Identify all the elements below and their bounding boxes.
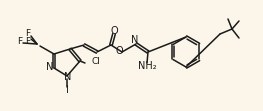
- Text: O: O: [115, 46, 123, 56]
- Text: Cl: Cl: [92, 57, 101, 66]
- Text: I: I: [65, 85, 68, 95]
- Text: F: F: [17, 37, 23, 46]
- Text: F: F: [26, 30, 31, 39]
- Text: N: N: [131, 35, 139, 45]
- Text: N: N: [45, 62, 53, 72]
- Text: NH₂: NH₂: [138, 61, 156, 71]
- Text: O: O: [110, 26, 118, 36]
- Text: F: F: [26, 37, 31, 46]
- Text: N: N: [64, 72, 72, 82]
